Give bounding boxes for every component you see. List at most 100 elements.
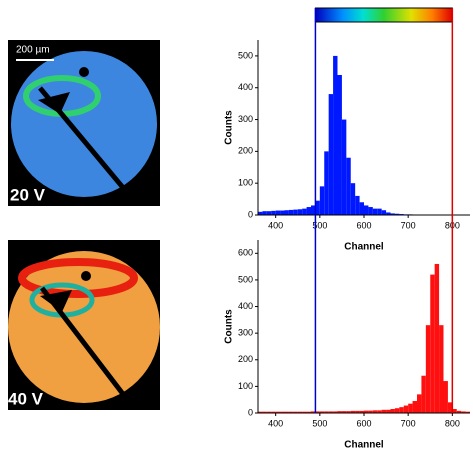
bar [359, 202, 364, 215]
bar [403, 405, 409, 413]
bar [368, 207, 373, 215]
bar [399, 407, 404, 413]
bar [328, 411, 334, 413]
bar [258, 211, 263, 215]
image-label: 40 V [8, 389, 44, 408]
bar [456, 410, 462, 413]
bar [394, 213, 400, 215]
bar [439, 325, 444, 413]
bar [266, 211, 272, 215]
bar [355, 195, 360, 215]
x-tick-label: 700 [401, 220, 416, 230]
y-tick-label: 600 [238, 248, 253, 258]
bar [434, 263, 440, 413]
x-tick-label: 400 [268, 418, 283, 428]
bar [315, 200, 320, 215]
bar [372, 410, 378, 413]
bar [324, 151, 329, 215]
bar [350, 183, 356, 215]
bar [284, 210, 289, 215]
bar [390, 213, 395, 215]
bar [417, 394, 422, 413]
image-label: 20 V [10, 185, 46, 204]
y-tick-label: 0 [248, 407, 253, 417]
bar [350, 410, 356, 413]
bar [386, 409, 391, 413]
y-tick-label: 300 [238, 328, 253, 338]
bar [381, 210, 387, 215]
bar [443, 381, 448, 413]
y-tick-label: 400 [238, 301, 253, 311]
bar [293, 209, 298, 215]
bar [306, 207, 311, 215]
y-tick-label: 500 [238, 50, 253, 60]
x-tick-label: 700 [401, 418, 416, 428]
bar [421, 375, 426, 413]
bar [390, 409, 395, 413]
y-tick-label: 300 [238, 114, 253, 124]
bar [311, 205, 316, 215]
x-tick-label: 500 [312, 418, 327, 428]
bar [275, 210, 281, 215]
bar [271, 411, 276, 413]
colorbar [314, 7, 453, 23]
bar [284, 411, 289, 413]
y-tick-label: 500 [238, 274, 253, 284]
x-axis-label: Channel [344, 242, 384, 253]
x-tick-label: 400 [268, 220, 283, 230]
bar [266, 411, 272, 413]
bar [302, 208, 307, 215]
image-40v: 40 V [8, 240, 160, 410]
bar [293, 411, 298, 413]
bar [341, 119, 347, 215]
y-axis-label: Counts [224, 309, 235, 344]
x-tick-label: 500 [312, 220, 327, 230]
bar [377, 410, 382, 413]
y-tick-label: 400 [238, 82, 253, 92]
bar [355, 410, 360, 413]
bar [324, 411, 329, 413]
bar [346, 157, 351, 215]
y-tick-label: 100 [238, 381, 253, 391]
bar [412, 401, 417, 413]
bar [461, 411, 466, 413]
bar [377, 208, 382, 215]
bar [372, 208, 378, 215]
y-tick-label: 100 [238, 178, 253, 188]
bar [465, 411, 470, 413]
scale-bar-label: 200 µm [16, 45, 50, 56]
bar [381, 409, 387, 413]
bar [262, 211, 267, 215]
bar [408, 403, 413, 413]
bar [302, 411, 307, 413]
bar [359, 410, 364, 413]
bar [337, 75, 342, 215]
bar [364, 410, 369, 413]
bar [368, 410, 373, 413]
x-tick-label: 600 [356, 220, 371, 230]
y-tick-label: 0 [248, 209, 253, 219]
bar [333, 55, 338, 216]
x-tick-label: 600 [356, 418, 371, 428]
bar [306, 411, 311, 413]
image-20v: 200 µm 20 V [8, 40, 160, 206]
bar [328, 94, 334, 215]
bar [275, 411, 281, 413]
bar [280, 411, 285, 413]
bar [262, 411, 267, 413]
bar [319, 411, 325, 413]
bar [425, 325, 431, 413]
bar [311, 411, 316, 413]
bar [364, 205, 369, 215]
bar [297, 209, 303, 215]
x-tick-label: 800 [445, 418, 460, 428]
bar [258, 411, 263, 413]
y-axis-label: Counts [224, 110, 235, 145]
bar [447, 402, 453, 413]
bar [288, 411, 294, 413]
bar [394, 408, 400, 413]
bar [333, 411, 338, 413]
y-tick-label: 200 [238, 146, 253, 156]
